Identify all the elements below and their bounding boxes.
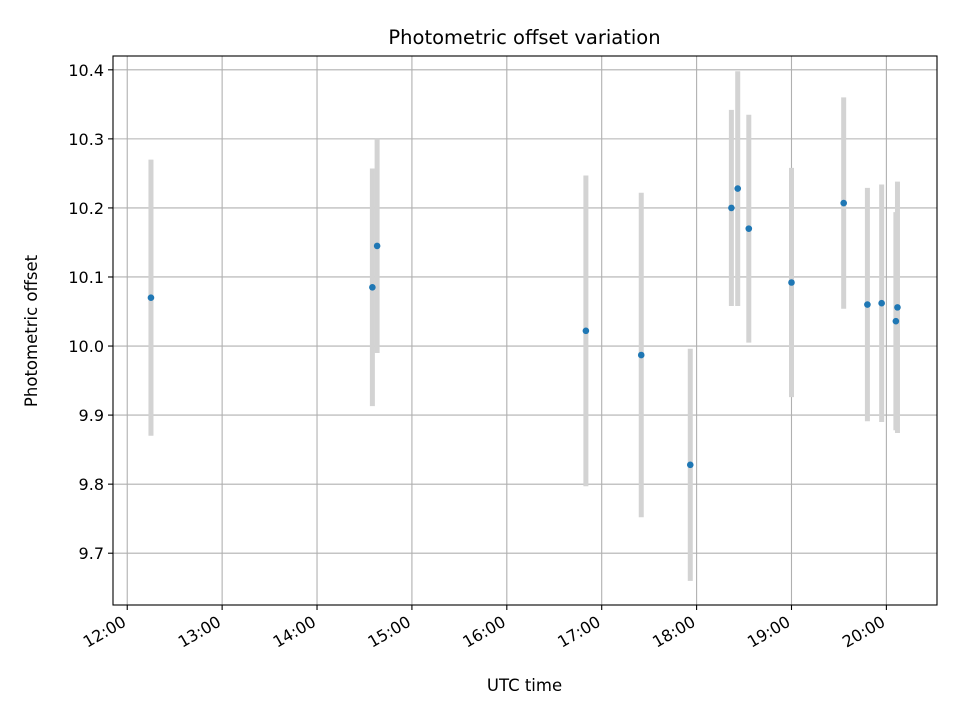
grid [113,56,937,605]
y-tick-label: 10.0 [68,337,104,356]
data-point [788,279,795,286]
data-point [147,294,155,301]
data-point [840,199,847,207]
y-axis-label: Photometric offset [22,254,41,407]
y-tick-label: 10.1 [68,268,104,287]
y-tick-label: 9.8 [79,475,104,494]
y-tick-label: 9.7 [79,544,104,563]
data-point [369,284,376,291]
x-axis-label: UTC time [487,676,562,695]
data-point [373,242,381,250]
y-tick-label: 9.9 [79,406,104,425]
data-point [686,461,694,469]
chart-title: Photometric offset variation [388,26,660,49]
data-point [582,327,590,335]
data-point [864,301,871,308]
data-point [894,304,901,311]
data-point [637,351,645,359]
data-point [745,225,753,232]
data-point [878,299,885,307]
y-tick-label: 10.2 [68,199,104,218]
plot-frame [112,55,938,606]
data-point [728,204,735,212]
data-point [892,317,900,325]
y-tick-label: 10.3 [68,130,104,149]
data-points [147,185,901,469]
data-point [734,185,742,192]
y-axis: 9.7 9.8 9.9 10.0 10.1 10.2 10.3 10.4 [68,61,113,563]
y-tick-label: 10.4 [68,61,104,80]
